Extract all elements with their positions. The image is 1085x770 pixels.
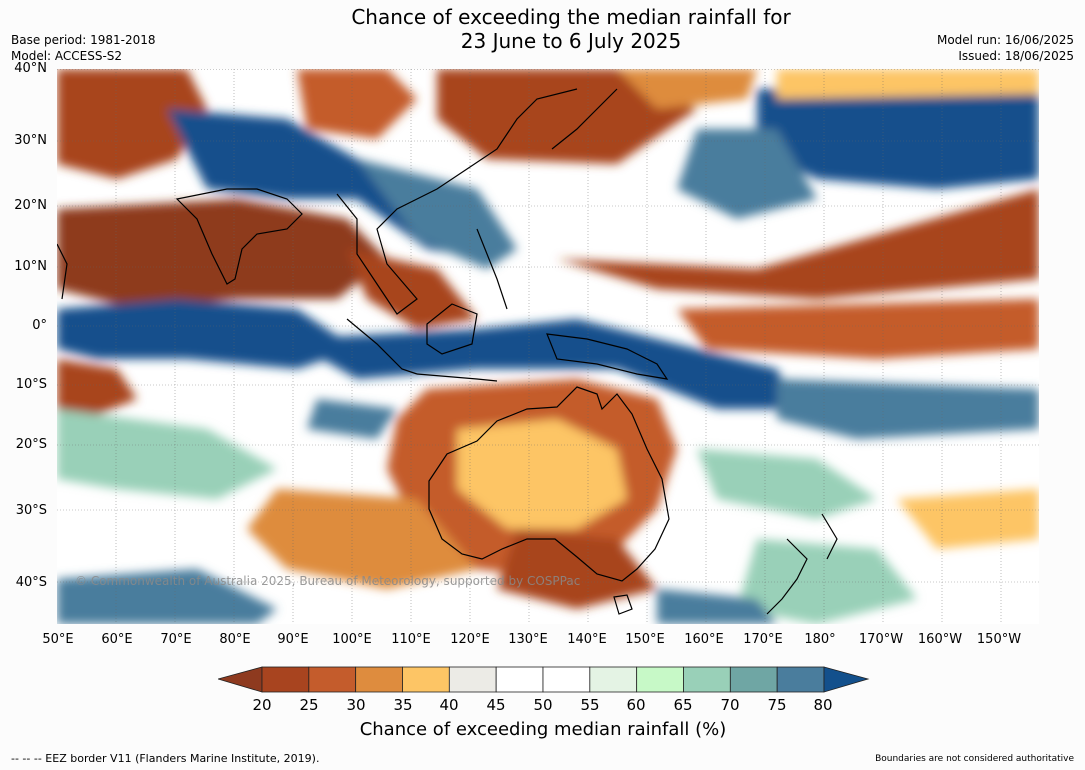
colorbar-tick: 45 [486, 696, 506, 714]
lat-label: 30°S [15, 503, 47, 518]
boundaries-note: Boundaries are not considered authoritat… [875, 754, 1074, 764]
model-name: Model: ACCESS-S2 [11, 49, 123, 63]
colorbar-segments [218, 666, 870, 693]
graticule [57, 69, 1039, 624]
colorbar-tick: 30 [346, 696, 366, 714]
lon-label: 100°E [332, 632, 372, 647]
coastlines [57, 88, 838, 615]
lon-label: 160°W [917, 632, 963, 647]
colorbar-tick: 70 [720, 696, 740, 714]
lat-label: 40°S [15, 575, 47, 590]
lon-label: 50°E [42, 632, 74, 647]
colorbar-tick: 80 [813, 696, 833, 714]
model-info: Base period: 1981-2018 Model: ACCESS-S2 [11, 32, 156, 64]
colorbar-tick: 55 [580, 696, 600, 714]
colorbar-segment [589, 666, 638, 693]
lon-label: 90°E [277, 632, 309, 647]
colorbar-segment [355, 666, 403, 693]
colorbar-segment [729, 666, 778, 693]
colorbar-tick: 50 [533, 696, 553, 714]
colorbar-tick: 40 [439, 696, 459, 714]
title-line-2: 23 June to 6 July 2025 [460, 29, 682, 53]
colorbar-extend-low [218, 666, 263, 693]
eez-note: -- -- -- EEZ border V11 (Flanders Marine… [11, 752, 320, 765]
lon-label: 110°E [391, 632, 431, 647]
colorbar-tick: 75 [767, 696, 787, 714]
lon-label: 140°E [567, 632, 607, 647]
lon-label: 150°W [976, 632, 1022, 647]
rainfall-map: © Commonwealth of Australia 2025, Bureau… [57, 69, 1039, 624]
issued-date: Issued: 18/06/2025 [958, 49, 1074, 63]
colorbar-segment [402, 666, 450, 693]
colorbar-segment [683, 666, 731, 693]
colorbar-segment [448, 666, 497, 693]
lat-label: 0° [32, 318, 47, 333]
lat-label: 20°N [14, 198, 47, 213]
lon-label: 60°E [101, 632, 133, 647]
lat-label: 20°S [15, 437, 47, 452]
colorbar-title: Chance of exceeding median rainfall (%) [359, 719, 727, 740]
lat-label: 10°S [15, 377, 47, 392]
lat-label: 10°N [14, 259, 47, 274]
run-info: Model run: 16/06/2025 Issued: 18/06/2025 [937, 32, 1074, 64]
base-period: Base period: 1981-2018 [11, 33, 156, 47]
lon-label: 80°E [219, 632, 251, 647]
lon-label: 170°W [858, 632, 904, 647]
colorbar-segment [776, 666, 825, 693]
map-title: Chance of exceeding the median rainfall … [0, 5, 1085, 53]
lat-label: 30°N [14, 133, 47, 148]
colorbar-segment [636, 666, 684, 693]
lon-label: 120°E [450, 632, 490, 647]
colorbar-tick: 20 [252, 696, 272, 714]
colorbar-segment [495, 666, 544, 693]
rainfall-map-svg [57, 69, 1039, 624]
probability-field [57, 69, 1039, 624]
colorbar-tick: 65 [673, 696, 693, 714]
colorbar-segment [261, 666, 310, 693]
lon-label: 130°E [508, 632, 548, 647]
colorbar-tick: 60 [626, 696, 646, 714]
colorbar-segment [308, 666, 357, 693]
colorbar-segment [542, 666, 591, 693]
lon-label: 160°E [684, 632, 724, 647]
title-line-1: Chance of exceeding the median rainfall … [351, 5, 791, 29]
colorbar-tick: 25 [299, 696, 319, 714]
colorbar-tick: 35 [393, 696, 413, 714]
lon-label: 170°E [743, 632, 783, 647]
copyright-notice: © Commonwealth of Australia 2025, Bureau… [75, 574, 581, 588]
colorbar [218, 666, 870, 693]
lat-label: 40°N [14, 61, 47, 76]
colorbar-extend-high [823, 666, 870, 693]
lon-label: 70°E [160, 632, 192, 647]
lon-label: 180° [804, 632, 836, 647]
lon-label: 150°E [625, 632, 665, 647]
model-run: Model run: 16/06/2025 [936, 33, 1074, 47]
